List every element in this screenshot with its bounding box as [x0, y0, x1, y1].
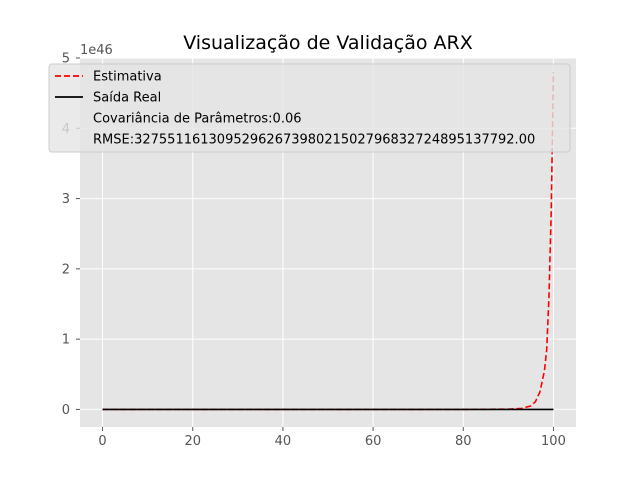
y-tick-label: 0 [62, 403, 70, 418]
legend-entry: Estimativa [93, 70, 162, 85]
y-tick-label: 5 [62, 52, 70, 67]
x-tick-label: 80 [455, 434, 472, 449]
legend: Estimativa Saída Real Covariância de Parâm… [48, 63, 571, 153]
legend-note: RMSE:32755116130952962673980215027968327… [93, 133, 535, 148]
legend-note: Covariância de Parâmetros:0.06 [93, 112, 302, 127]
y-tick-label: 2 [62, 262, 70, 277]
x-tick-label: 20 [184, 434, 201, 449]
x-tick-label: 0 [98, 434, 106, 449]
chart-title: Visualização de Validação ARX [183, 32, 473, 54]
legend-box [48, 63, 571, 153]
series-layer [102, 72, 555, 411]
x-tick-label: 100 [541, 434, 566, 449]
legend-entry: Saída Real [93, 91, 161, 106]
y-offset-label: 1e46 [80, 43, 113, 58]
y-tick-label: 3 [62, 192, 70, 207]
x-tick-label: 40 [275, 434, 292, 449]
y-tick-label: 1 [62, 333, 70, 348]
x-tick-label: 60 [365, 434, 382, 449]
